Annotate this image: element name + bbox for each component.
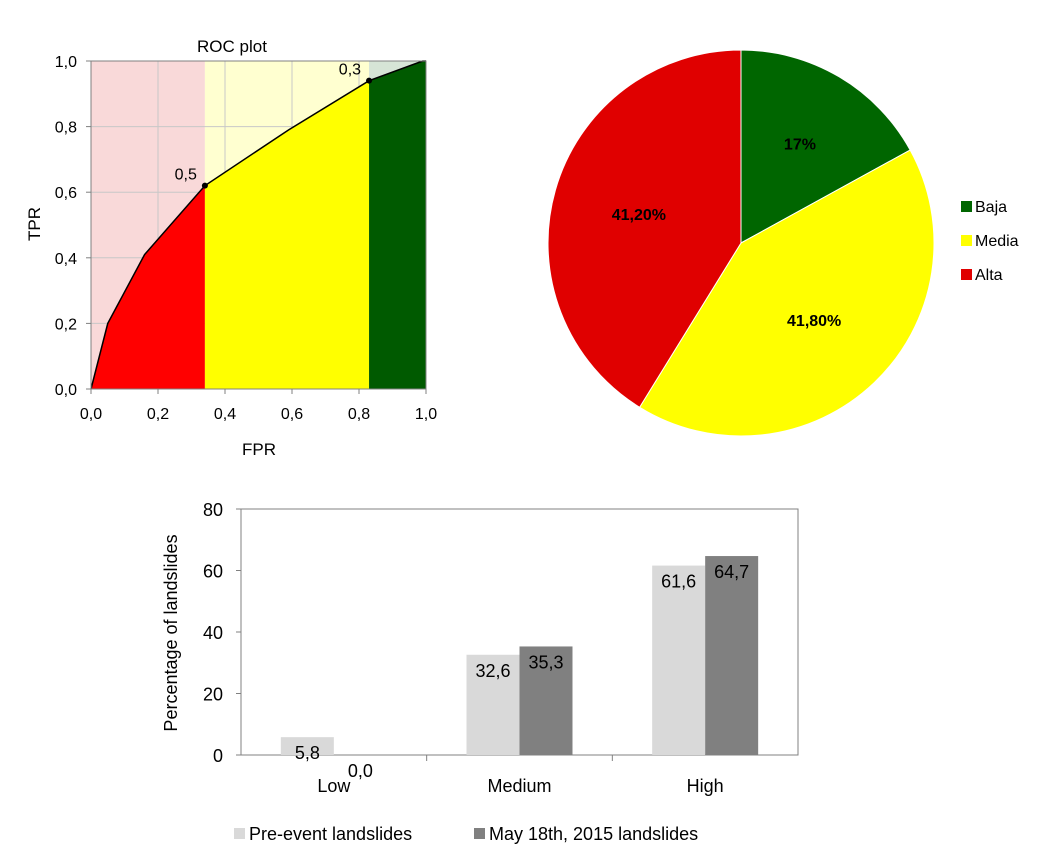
bar-category-label: Medium — [487, 776, 551, 796]
bar-data-label: 61,6 — [661, 572, 696, 592]
bar-legend-label: Pre-event landslides — [249, 824, 412, 844]
bar-category-label: High — [687, 776, 724, 796]
roc-x-tick-label: 0,6 — [281, 406, 303, 423]
roc-y-tick-label: 1,0 — [55, 54, 77, 71]
roc-chart: 0,5 0,3 0,0 0,2 0,4 0,6 0,8 1,0 0,0 0,2 0,4 0,6 0,8 1… — [25, 37, 437, 459]
pie-chart: 17% 41,80% 41,20% Baja Media Alta — [547, 49, 1019, 437]
bar-y-tick-label: 0 — [213, 746, 223, 766]
pie-legend-label: Baja — [975, 199, 1007, 216]
roc-fill-band — [204, 80, 370, 390]
bar-data-label: 5,8 — [295, 743, 320, 763]
roc-title: ROC plot — [197, 37, 267, 56]
pie-legend-swatch — [961, 235, 972, 246]
roc-threshold-point — [366, 77, 373, 84]
roc-curve — [90, 60, 426, 390]
pie-slice-label: 17% — [784, 136, 816, 153]
roc-y-tick-label: 0,6 — [55, 185, 77, 202]
bar-chart: Percentage of landslides 0 20 40 60 80 5,8 0,0… — [161, 500, 799, 844]
bar-data-label: 64,7 — [714, 562, 749, 582]
bar-legend-swatch — [234, 828, 245, 839]
pie-slice — [740, 49, 911, 244]
roc-y-tick-label: 0,4 — [55, 251, 77, 268]
roc-plot-area: 0,5 0,3 0,0 0,2 0,4 0,6 0,8 1,0 0,0 0,2 0,4 0,6 0,8 1… — [55, 54, 437, 423]
bar — [519, 646, 573, 755]
roc-threshold-label: 0,3 — [339, 62, 361, 79]
bar-legend-swatch — [474, 828, 485, 839]
pie-slice-label: 41,20% — [612, 207, 666, 224]
bar — [466, 654, 520, 755]
roc-x-tick-label: 0,4 — [214, 406, 236, 423]
roc-xlabel: FPR — [242, 440, 276, 459]
roc-plot-frame — [90, 60, 427, 390]
bar-data-label: 35,3 — [528, 652, 563, 672]
roc-fill-band — [369, 61, 426, 389]
bar — [705, 556, 759, 755]
bar-y-tick-label: 80 — [203, 500, 223, 520]
pie-legend-label: Alta — [975, 267, 1003, 284]
bar-data-label: 32,6 — [475, 661, 510, 681]
pie-slice — [547, 49, 742, 408]
roc-ylabel: TPR — [25, 207, 44, 241]
pie-slice — [638, 149, 935, 437]
bar — [280, 737, 334, 755]
bar-y-tick-label: 60 — [203, 562, 223, 582]
bar-data-label: 0,0 — [348, 761, 373, 781]
roc-fill-band — [91, 185, 205, 389]
roc-x-tick-label: 1,0 — [415, 406, 437, 423]
bar-y-tick-label: 20 — [203, 685, 223, 705]
roc-threshold-point — [201, 182, 208, 189]
bar-ylabel: Percentage of landslides — [161, 534, 181, 731]
bar-y-tick-label: 40 — [203, 623, 223, 643]
roc-x-tick-label: 0,2 — [147, 406, 169, 423]
pie-legend-label: Media — [975, 233, 1019, 250]
roc-y-tick-label: 0,0 — [55, 382, 77, 399]
bar-category-label: Low — [317, 776, 351, 796]
pie-legend-swatch — [961, 201, 972, 212]
bar — [652, 565, 706, 755]
roc-x-tick-label: 0,0 — [80, 406, 102, 423]
bar-legend-label: May 18th, 2015 landslides — [489, 824, 698, 844]
roc-y-tick-label: 0,2 — [55, 316, 77, 333]
pie-slice-label: 41,80% — [787, 313, 841, 330]
roc-threshold-label: 0,5 — [175, 167, 197, 184]
roc-x-tick-label: 0,8 — [348, 406, 370, 423]
pie-legend-swatch — [961, 269, 972, 280]
roc-y-tick-label: 0,8 — [55, 120, 77, 137]
